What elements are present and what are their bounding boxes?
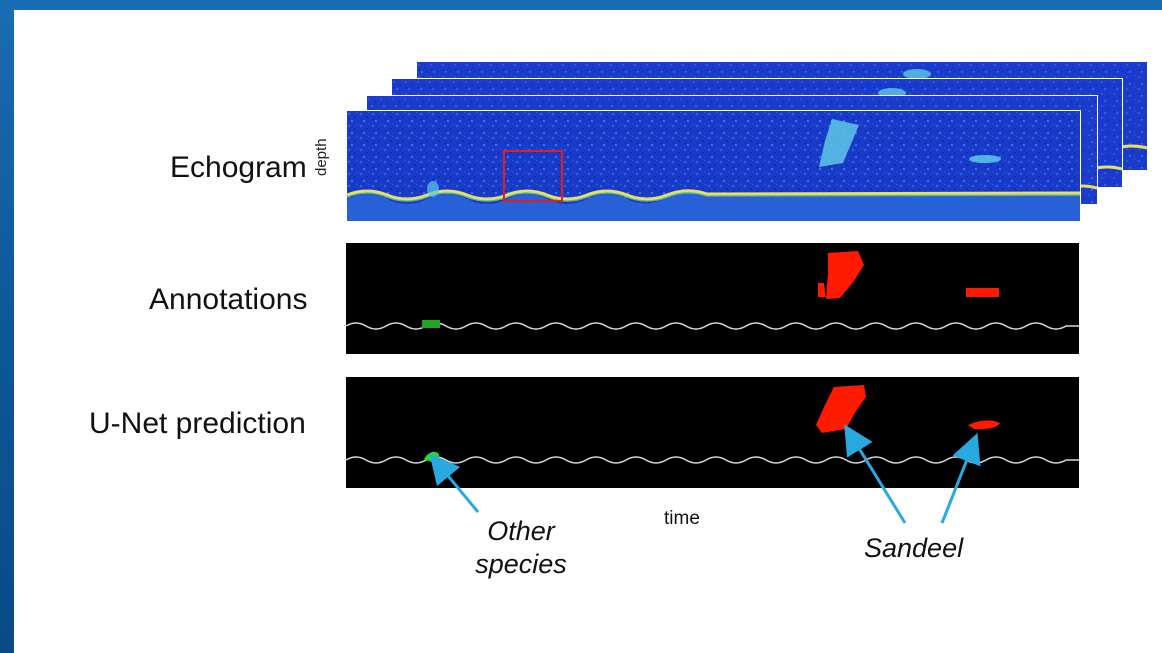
annotations-panel xyxy=(345,243,1079,354)
echogram-label: Echogram xyxy=(170,151,307,184)
sandeel-caption: Sandeel xyxy=(864,533,964,563)
prediction-panel xyxy=(345,377,1079,488)
echogram-front xyxy=(346,110,1081,222)
annotations-label: Annotations xyxy=(149,283,308,316)
time-axis-label: time xyxy=(664,508,700,529)
other-species-caption: Other species xyxy=(475,516,567,579)
prediction-label: U-Net prediction xyxy=(89,407,306,440)
